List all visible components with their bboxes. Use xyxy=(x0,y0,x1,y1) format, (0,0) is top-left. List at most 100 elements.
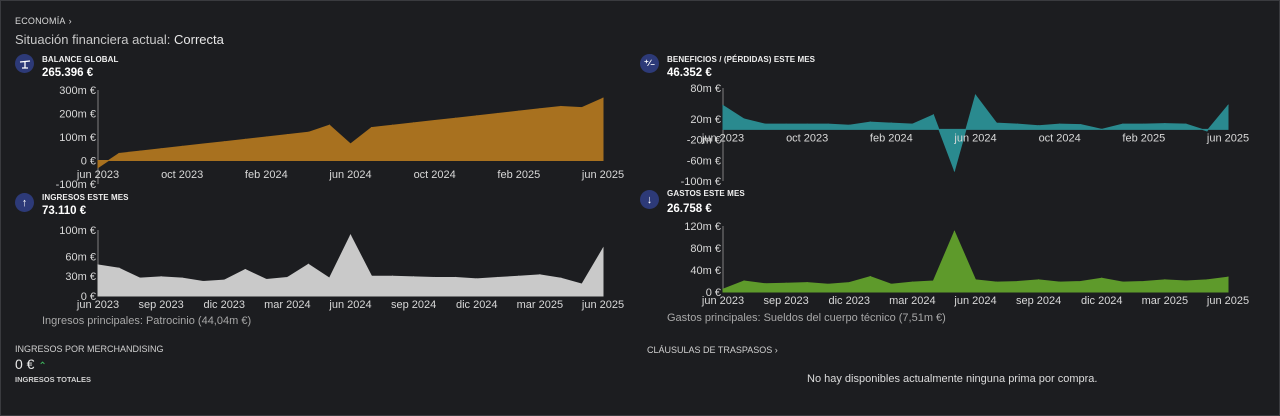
data-point xyxy=(1185,123,1187,125)
data-point xyxy=(286,276,288,279)
x-tick-label: jun 2023 xyxy=(701,295,744,307)
area-series xyxy=(97,97,604,169)
data-point xyxy=(995,281,998,283)
data-point xyxy=(827,123,829,125)
breadcrumb[interactable]: ECONOMÍA › xyxy=(15,16,72,26)
y-tick-label: 0 € xyxy=(81,156,96,168)
x-tick-label: sep 2023 xyxy=(138,299,183,311)
no-bonus-message: No hay disponibles actualmente ninguna p… xyxy=(807,373,1098,385)
data-point xyxy=(722,104,724,107)
x-tick-label: dic 2024 xyxy=(1081,295,1123,307)
data-point xyxy=(743,118,745,120)
data-point xyxy=(1101,277,1103,279)
data-point xyxy=(139,150,141,152)
x-tick-label: mar 2025 xyxy=(517,299,563,311)
x-tick-label: jun 2023 xyxy=(701,132,744,144)
y-tick-label: -20m € xyxy=(687,135,721,147)
area-series xyxy=(722,94,1229,173)
status-label: Situación financiera actual: xyxy=(15,32,171,47)
profit-value: 46.352 € xyxy=(667,67,712,79)
x-tick-label: jun 2024 xyxy=(328,299,371,311)
y-tick-label: 20m € xyxy=(690,114,721,126)
data-point xyxy=(497,112,499,115)
chevron-right-icon: › xyxy=(68,16,72,26)
breadcrumb-label: ECONOMÍA xyxy=(15,16,66,26)
data-point xyxy=(1206,279,1208,281)
x-tick-label: jun 2023 xyxy=(76,169,119,181)
chevron-right-icon: › xyxy=(772,345,778,355)
x-tick-label: sep 2024 xyxy=(391,299,436,311)
x-tick-label: oct 2023 xyxy=(161,169,203,181)
data-point xyxy=(455,117,457,119)
data-point xyxy=(476,115,478,117)
y-tick-label: 40m € xyxy=(690,265,721,277)
y-tick-label: 100m € xyxy=(59,132,96,144)
y-tick-label: -60m € xyxy=(687,155,721,167)
data-point xyxy=(391,275,394,277)
arrow-down-icon: ↓ xyxy=(640,190,659,209)
balance-value: 265.396 € xyxy=(42,67,94,79)
data-point xyxy=(764,283,766,285)
data-point xyxy=(265,278,267,281)
data-point xyxy=(476,278,478,280)
area-series xyxy=(97,234,604,297)
data-point xyxy=(1101,128,1103,130)
balance-title: BALANCE GLOBAL xyxy=(42,55,119,64)
data-point xyxy=(1227,104,1229,107)
x-tick-label: jun 2025 xyxy=(1206,132,1249,144)
income-title: INGRESOS ESTE MES xyxy=(42,193,129,202)
data-point xyxy=(223,141,225,143)
x-tick-label: mar 2024 xyxy=(264,299,310,311)
data-point xyxy=(391,124,394,126)
data-point xyxy=(827,283,829,285)
data-point xyxy=(1038,279,1040,281)
data-point xyxy=(848,124,850,126)
data-point xyxy=(806,123,808,125)
data-point xyxy=(602,97,604,99)
data-point xyxy=(202,143,204,145)
profit-title: BENEFICIOS / (PÉRDIDAS) ESTE MES xyxy=(667,55,816,64)
balance-scale-icon xyxy=(15,54,34,73)
y-tick-label: 80m € xyxy=(690,243,721,255)
data-point xyxy=(560,277,562,279)
data-point xyxy=(97,264,99,266)
data-point xyxy=(1016,280,1019,283)
status-value: Correcta xyxy=(174,32,224,47)
y-tick-label: 80m € xyxy=(690,83,721,95)
y-tick-label: 0 € xyxy=(81,291,96,303)
data-point xyxy=(932,280,935,282)
data-point xyxy=(539,274,541,276)
x-tick-label: sep 2023 xyxy=(763,295,808,307)
data-point xyxy=(743,280,745,282)
data-point xyxy=(869,121,871,123)
data-point xyxy=(328,124,331,126)
data-point xyxy=(370,275,373,277)
data-point xyxy=(434,276,436,279)
data-point xyxy=(602,247,604,250)
data-point xyxy=(307,263,310,265)
x-tick-label: jun 2024 xyxy=(953,295,996,307)
data-point xyxy=(181,145,183,147)
data-point xyxy=(286,134,288,136)
data-point xyxy=(244,138,246,140)
data-point xyxy=(1164,279,1166,281)
data-point xyxy=(181,277,183,279)
data-point xyxy=(455,276,457,279)
data-point xyxy=(202,280,204,283)
data-point xyxy=(1143,123,1145,125)
data-point xyxy=(244,269,246,271)
data-point xyxy=(1185,280,1187,282)
transfer-clauses-link[interactable]: CLÁUSULAS DE TRASPASOS › xyxy=(647,345,778,355)
data-point xyxy=(764,123,766,125)
transfer-clauses-label: CLÁUSULAS DE TRASPASOS xyxy=(647,345,773,355)
data-point xyxy=(890,283,892,285)
merch-value: 0 € xyxy=(15,356,35,372)
y-tick-label: -100m € xyxy=(56,179,96,191)
data-point xyxy=(581,107,583,109)
data-point xyxy=(518,275,520,277)
data-point xyxy=(97,166,99,169)
data-point xyxy=(722,288,724,290)
y-tick-label: 120m € xyxy=(684,221,721,233)
